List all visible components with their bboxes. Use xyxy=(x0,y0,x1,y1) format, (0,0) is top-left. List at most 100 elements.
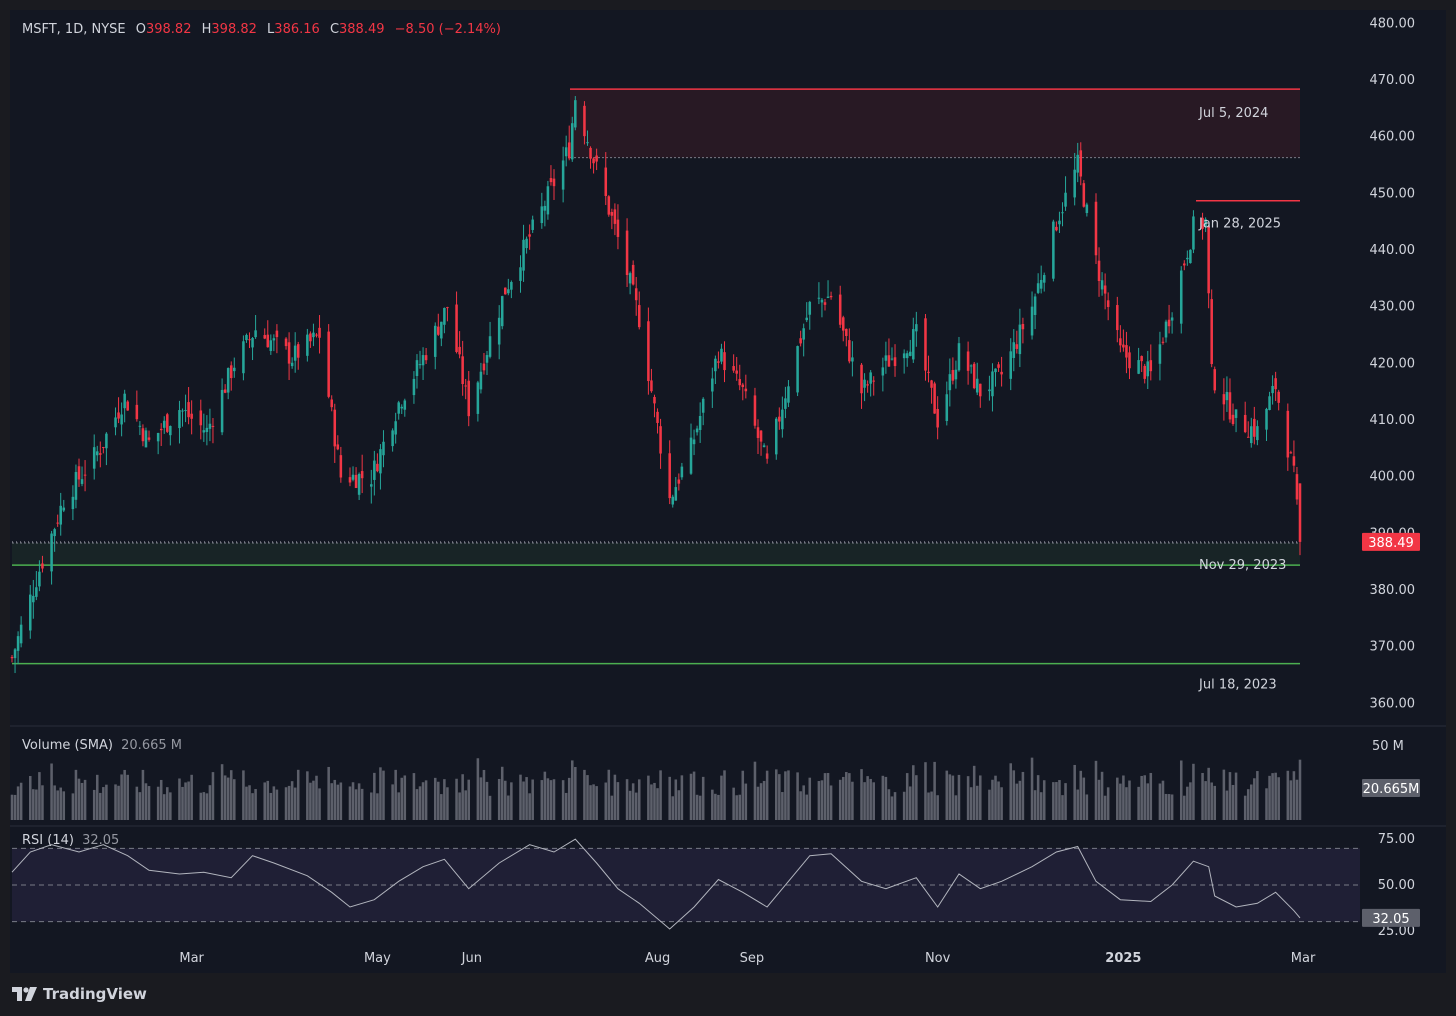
volume-bar xyxy=(226,777,230,820)
candle-body xyxy=(117,412,120,419)
candle-body xyxy=(482,363,486,371)
volume-bar xyxy=(677,790,681,820)
candle-body xyxy=(467,380,471,417)
volume-bar xyxy=(415,789,419,820)
volume-bar xyxy=(1061,795,1064,820)
volume-bar xyxy=(1085,794,1089,820)
candle-body xyxy=(10,656,14,659)
candle-body xyxy=(680,466,684,478)
volume-bar xyxy=(701,776,705,820)
volume-bar xyxy=(123,769,126,820)
candle-body xyxy=(552,178,556,187)
candle-body xyxy=(287,342,291,364)
candle-body xyxy=(272,338,276,341)
volume-bar xyxy=(765,770,769,820)
volume-bar xyxy=(59,787,62,820)
candle-body xyxy=(1097,260,1101,282)
price-tick-label: 420.00 xyxy=(1370,356,1416,371)
candle-body xyxy=(753,395,757,426)
zone-fill xyxy=(12,542,1300,566)
volume-bar xyxy=(841,776,845,820)
volume-bar xyxy=(1106,787,1110,820)
annotations-layer: Jul 5, 2024 Jan 28, 2025 Nov 29, 2023 Jul 1… xyxy=(1198,106,1286,693)
candle-body xyxy=(1167,319,1171,327)
candle-body xyxy=(1286,410,1290,458)
candle-body xyxy=(1222,394,1226,405)
candle-body xyxy=(83,474,87,476)
volume-bar xyxy=(202,792,206,820)
candle-body xyxy=(890,358,894,360)
volume-bar xyxy=(1009,763,1013,820)
volume-bar xyxy=(126,774,129,820)
rsi-indicator-label[interactable]: RSI (14) 32.05 xyxy=(22,833,119,848)
volume-bar xyxy=(135,786,139,820)
candle-body xyxy=(437,326,440,335)
candle-body xyxy=(141,428,145,442)
volume-bar xyxy=(698,795,702,820)
rsi-layer xyxy=(11,838,1360,930)
volume-bar xyxy=(659,770,662,820)
candle-body xyxy=(455,304,458,352)
volume-bar xyxy=(1253,778,1256,820)
volume-bar xyxy=(567,777,571,820)
volume-bar xyxy=(467,779,471,820)
candle-body xyxy=(866,384,869,386)
volume-bar xyxy=(309,782,312,820)
volume-bar xyxy=(595,786,598,820)
candle-body xyxy=(902,353,906,359)
candle-body xyxy=(674,487,678,501)
candle-body xyxy=(1143,365,1146,379)
volume-bar xyxy=(1033,790,1037,820)
volume-bar xyxy=(306,771,309,820)
rsi-indicator-value: 32.05 xyxy=(82,833,120,848)
volume-bar xyxy=(826,772,830,820)
volume-indicator-label[interactable]: Volume (SMA) 20.665 M xyxy=(22,738,182,753)
candle-body xyxy=(28,594,32,631)
candle-body xyxy=(881,367,885,376)
candle-body xyxy=(519,267,522,281)
candle-body xyxy=(138,425,142,427)
volume-bar xyxy=(540,780,544,820)
volume-bar xyxy=(1292,771,1296,820)
candle-body xyxy=(199,410,203,426)
volume-bar xyxy=(421,782,425,820)
candle-body xyxy=(1225,391,1229,401)
volume-bar xyxy=(458,792,461,820)
volume-bar xyxy=(586,775,589,820)
volume-bar xyxy=(357,783,361,820)
candle-body xyxy=(759,430,763,442)
volume-bar xyxy=(753,761,757,820)
candle-body xyxy=(114,417,117,428)
volume-bar xyxy=(485,781,489,820)
candle-body xyxy=(698,415,702,430)
volume-bar xyxy=(504,780,507,820)
candle-body xyxy=(841,317,845,331)
volume-bar xyxy=(242,770,245,820)
volume-bar xyxy=(199,792,203,820)
candle-body xyxy=(1116,305,1119,331)
low-value: 386.16 xyxy=(274,22,320,37)
volume-bar xyxy=(138,792,142,820)
rsi-line xyxy=(11,838,1301,930)
volume-bar xyxy=(275,789,279,820)
candle-body xyxy=(59,505,62,525)
volume-bar xyxy=(269,792,273,820)
volume-bar xyxy=(845,772,848,820)
volume-bar xyxy=(497,778,501,820)
volume-bar xyxy=(293,787,297,820)
candle-body xyxy=(915,324,918,332)
candle-body xyxy=(1149,360,1153,372)
candle-body xyxy=(887,355,891,367)
candle-body xyxy=(178,410,181,429)
volume-bar xyxy=(211,772,215,820)
candle-body xyxy=(671,496,675,505)
volume-bar xyxy=(156,786,160,820)
candle-body xyxy=(80,479,84,484)
volume-bar xyxy=(1119,783,1122,820)
volume-bar xyxy=(440,794,443,820)
candle-body xyxy=(948,374,952,391)
candle-body xyxy=(500,296,504,327)
time-tick-label: May xyxy=(364,951,391,966)
tradingview-logo[interactable]: TradingView xyxy=(12,985,147,1003)
